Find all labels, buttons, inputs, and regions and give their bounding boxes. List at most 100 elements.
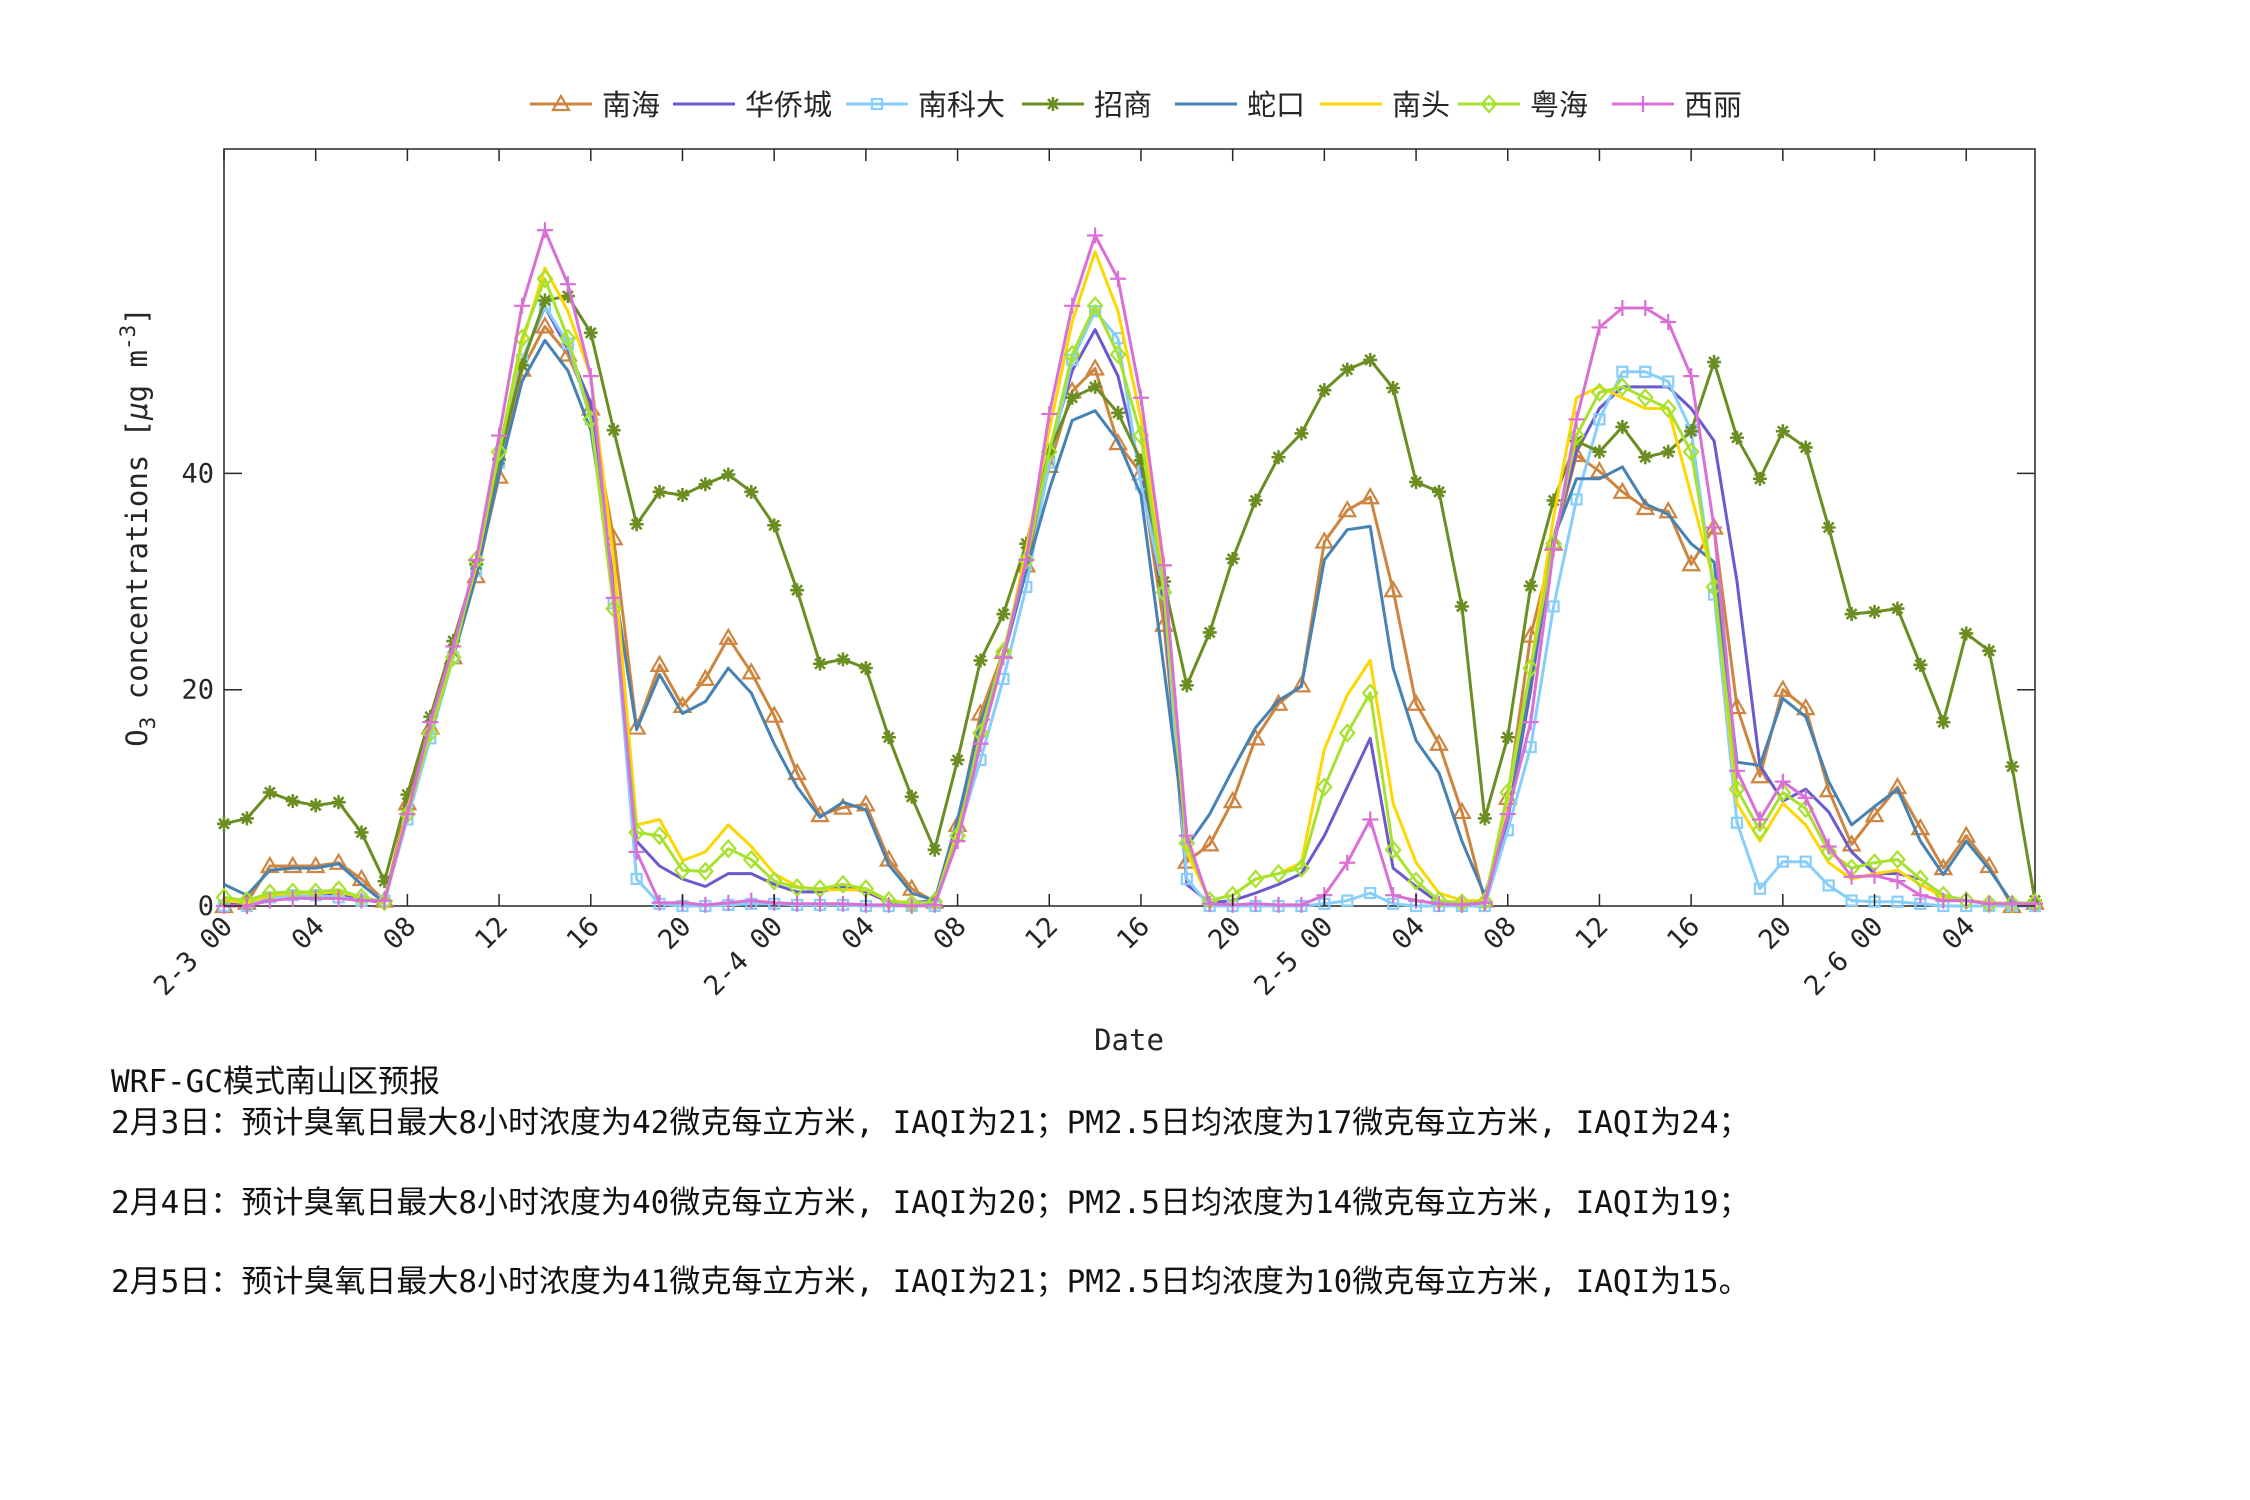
data-point-marker: [858, 661, 873, 676]
data-point-marker: [1178, 827, 1195, 844]
data-point-marker: [1063, 344, 1081, 365]
data-point-marker: [1776, 855, 1789, 868]
data-point-marker: [1454, 599, 1469, 614]
data-point-marker: [1315, 777, 1333, 797]
data-point-marker: [652, 484, 667, 499]
data-point-marker: [1683, 368, 1700, 385]
data-point-marker: [1248, 493, 1263, 508]
data-point-marker: [649, 654, 670, 672]
data-point-marker: [285, 794, 300, 809]
data-point-marker: [1727, 696, 1747, 715]
data-point-marker: [305, 855, 326, 874]
data-point-marker: [1547, 600, 1560, 613]
data-point-marker: [1499, 806, 1516, 823]
data-point-marker: [490, 442, 508, 462]
x-tick-label: 04: [1386, 911, 1431, 956]
data-point-marker: [353, 892, 370, 909]
data-point-marker: [1409, 475, 1424, 490]
data-point-marker: [1867, 604, 1882, 619]
data-point-marker: [1018, 551, 1035, 568]
x-tick-label: 08: [1478, 911, 1523, 956]
data-point-marker: [536, 222, 553, 239]
legend-item[interactable]: 粤海: [1458, 88, 1588, 122]
data-point-marker: [1222, 790, 1243, 809]
data-point-marker: [835, 652, 850, 667]
data-point-marker: [721, 467, 736, 482]
data-point-marker: [400, 787, 415, 802]
legend-item[interactable]: 华侨城: [673, 88, 832, 122]
data-point-marker: [262, 785, 277, 800]
data-point-marker: [559, 276, 576, 293]
legend-item[interactable]: 西丽: [1612, 88, 1742, 122]
legend-label: 南海: [602, 88, 660, 122]
data-point-marker: [1199, 834, 1220, 852]
data-point-marker: [377, 874, 392, 889]
data-point-marker: [1751, 811, 1768, 828]
data-point-marker: [1660, 314, 1677, 331]
data-point-marker: [1707, 355, 1722, 370]
legend-item[interactable]: 南科大: [846, 88, 1005, 122]
x-tick-label: 04: [836, 911, 881, 956]
data-point-marker: [1431, 484, 1446, 499]
x-tick-label: 20: [1753, 911, 1798, 956]
data-point-marker: [720, 894, 737, 911]
data-point-marker: [2004, 895, 2021, 912]
data-point-marker: [330, 890, 347, 907]
data-point-marker: [881, 730, 896, 745]
forecast-line-feb4: 2月4日：预计臭氧日最大8小时浓度为40微克每立方米, IAQI为20；PM2.…: [111, 1185, 1750, 1221]
data-point-marker: [1545, 541, 1562, 558]
data-point-marker: [217, 816, 231, 831]
data-point-marker: [695, 668, 716, 686]
data-point-marker: [1109, 344, 1127, 365]
data-point-marker: [1753, 882, 1767, 895]
x-tick-label: 20: [653, 911, 698, 956]
data-point-marker: [927, 842, 942, 857]
data-point-marker: [880, 896, 897, 913]
data-point-marker: [1363, 352, 1378, 367]
legend-item[interactable]: 南头: [1320, 88, 1450, 122]
data-point-marker: [1337, 499, 1358, 518]
data-point-marker: [1270, 863, 1287, 884]
data-point-marker: [559, 328, 577, 348]
data-point-marker: [1799, 855, 1812, 868]
data-point-marker: [1844, 607, 1859, 622]
data-point-marker: [1568, 411, 1585, 428]
data-point-marker: [1064, 297, 1081, 314]
data-point-marker: [1201, 895, 1218, 912]
legend-item[interactable]: 招商: [1022, 88, 1152, 122]
data-point-marker: [606, 423, 621, 438]
data-point-marker: [421, 723, 439, 743]
data-point-marker: [1661, 444, 1676, 459]
data-point-marker: [1795, 697, 1816, 716]
data-point-marker: [308, 798, 323, 813]
data-point-marker: [1658, 501, 1679, 519]
data-point-marker: [1751, 820, 1769, 840]
data-point-marker: [376, 892, 393, 909]
data-point-marker: [742, 849, 760, 870]
data-point-marker: [1912, 887, 1929, 904]
data-point-marker: [1593, 413, 1606, 426]
data-point-marker: [2005, 759, 2020, 774]
legend-item[interactable]: 蛇口: [1175, 88, 1305, 122]
x-tick-label: 2-3 00: [148, 911, 239, 1002]
data-point-marker: [1453, 896, 1470, 913]
data-point-marker: [1546, 493, 1561, 508]
data-point-marker: [1616, 365, 1629, 378]
forecast-line-feb5: 2月5日：预计臭氧日最大8小时浓度为41微克每立方米, IAQI为21；PM2.…: [111, 1264, 1750, 1300]
series-line: [223, 277, 2036, 906]
y-tick-label: 40: [181, 458, 214, 489]
data-point-marker: [1293, 896, 1310, 913]
data-point-marker: [1522, 658, 1540, 678]
data-point-marker: [834, 895, 851, 912]
data-point-marker: [1133, 453, 1148, 468]
data-point-marker: [1430, 895, 1447, 912]
legend-marker-icon: [870, 97, 884, 111]
data-point-marker: [950, 753, 965, 768]
legend-label: 南头: [1392, 88, 1450, 122]
data-point-marker: [1887, 776, 1908, 795]
x-tick-label: 12: [469, 911, 514, 956]
data-point-marker: [1730, 816, 1744, 829]
legend-item[interactable]: 南海: [530, 88, 660, 122]
data-point-marker: [718, 627, 739, 645]
legend-marker-icon: [1480, 94, 1498, 114]
